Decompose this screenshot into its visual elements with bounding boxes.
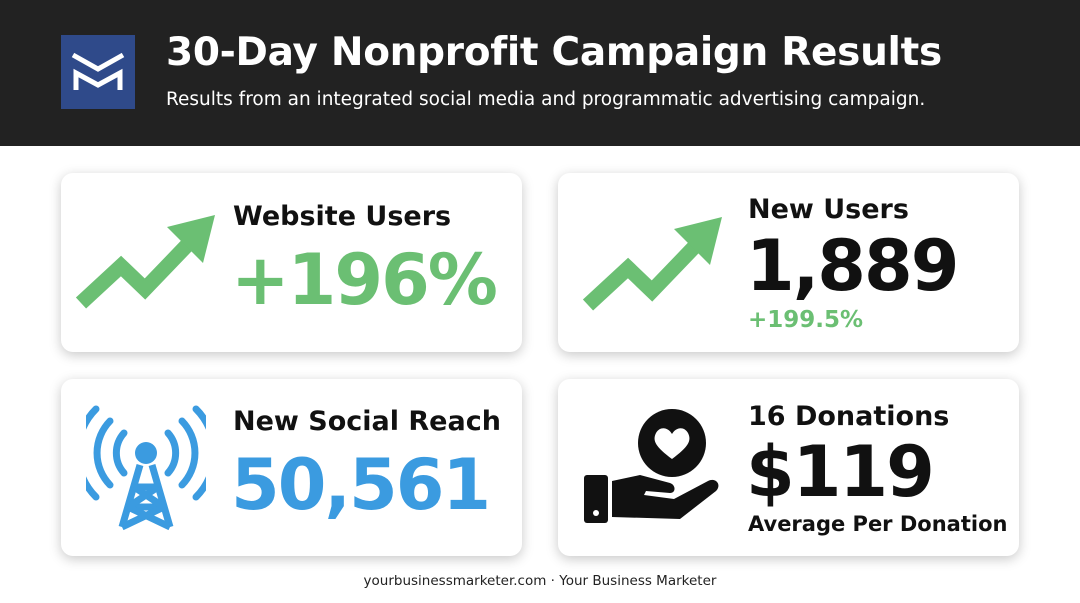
website-users-value: +196%: [231, 239, 498, 321]
trend-up-arrow-icon: [582, 213, 722, 317]
average-donation-value: $119: [746, 431, 935, 513]
donations-label: 16 Donations: [748, 401, 950, 432]
website-users-card: Website Users +196%: [61, 173, 522, 352]
m-logo-icon: [61, 35, 135, 109]
social-reach-value: 50,561: [231, 444, 491, 526]
new-users-change: +199.5%: [748, 307, 864, 333]
header-banner: 30-Day Nonprofit Campaign Results Result…: [0, 0, 1080, 146]
website-users-label: Website Users: [233, 201, 452, 232]
page-title: 30-Day Nonprofit Campaign Results: [166, 30, 942, 75]
new-users-label: New Users: [748, 194, 909, 225]
social-reach-label: New Social Reach: [233, 406, 501, 437]
donations-card: 16 Donations $119 Average Per Donation: [558, 379, 1019, 556]
hand-heart-donation-icon: [582, 409, 722, 533]
broadcast-tower-icon: [74, 403, 218, 537]
footer-credit: yourbusinessmarketer.com · Your Business…: [363, 573, 717, 589]
page-subtitle: Results from an integrated social media …: [166, 89, 926, 110]
trend-up-arrow-icon: [75, 211, 215, 315]
new-users-card: New Users 1,889 +199.5%: [558, 173, 1019, 352]
social-reach-card: New Social Reach 50,561: [61, 379, 522, 556]
new-users-value: 1,889: [746, 225, 959, 307]
average-donation-caption: Average Per Donation: [748, 512, 1008, 536]
